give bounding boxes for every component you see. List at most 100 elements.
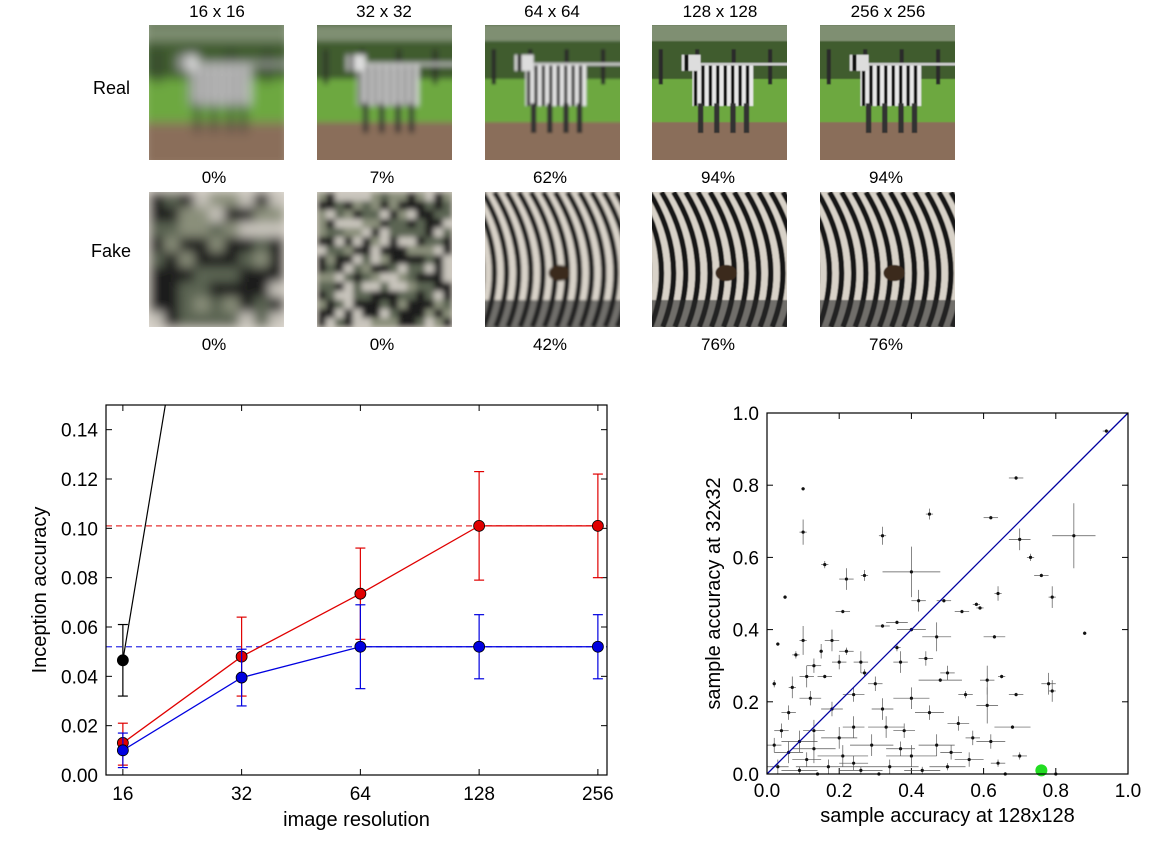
scatter-point: [817, 674, 832, 679]
scatter-point: [983, 515, 999, 520]
scatter-point: [1048, 680, 1056, 702]
scatter-point: [947, 716, 970, 731]
scatter-point: [774, 723, 789, 738]
scatter-point: [819, 644, 823, 659]
scatter-point: [918, 734, 955, 756]
y-tick-label: 0.2: [733, 693, 759, 714]
scatter-point: [882, 546, 941, 598]
x-axis-label: sample accuracy at 128x128: [820, 805, 1075, 827]
scatter-point: [783, 595, 787, 599]
scatter-point: [1041, 672, 1056, 695]
y-tick-label: 0.8: [733, 476, 759, 497]
scatter-point: [781, 766, 818, 774]
scatter-point: [839, 568, 854, 590]
resolution-label: 64 x 64: [524, 2, 580, 21]
scatter-point: [940, 665, 955, 681]
plot-frame: [766, 412, 1129, 775]
data-point-red: [354, 587, 367, 600]
y-tick-label: 0.4: [733, 621, 760, 642]
scatter-point: [965, 730, 980, 746]
x-tick-label: 0.2: [826, 781, 852, 802]
image-grid: 16 x 16 32 x 32 64 x 64 128 x 128 256 x …: [0, 0, 1172, 360]
resolution-label: 128 x 128: [682, 2, 758, 21]
scatter-point: [868, 676, 883, 691]
data-point-black: [116, 654, 129, 667]
scatter-point: [994, 725, 1031, 729]
scatter-point: [983, 635, 1006, 639]
scatter-point: [990, 759, 1006, 767]
scatter-point: [799, 690, 822, 706]
scatter-point: [839, 647, 854, 655]
percentage-label: 62%: [532, 168, 568, 187]
generated-zebra-sample: [149, 192, 284, 327]
percentage-label: 0%: [369, 335, 395, 354]
generated-zebra-sample: [317, 192, 452, 327]
scatter-point: [1048, 586, 1056, 608]
scatter-point: [835, 609, 851, 614]
y-tick-label: 0.06: [61, 618, 98, 639]
scatter-point: [839, 766, 883, 774]
percentage-label: 0%: [201, 168, 227, 187]
real-zebra-photo: [820, 25, 955, 160]
plot-frame: [105, 404, 608, 776]
row-label-real: Real: [93, 78, 131, 98]
scatter-point: [893, 723, 916, 738]
scatter-point: [878, 526, 887, 545]
scatter-point: [839, 755, 869, 771]
scatter-point: [781, 705, 796, 720]
scatter-point: [976, 606, 984, 610]
row-label-fake: Fake: [91, 241, 132, 261]
scatter-point: [915, 705, 944, 720]
scatter-point: [788, 676, 796, 699]
scatter-point: [850, 734, 894, 756]
scatter-point: [792, 734, 836, 764]
resolution-label: 16 x 16: [189, 2, 245, 21]
scatter-point: [936, 598, 952, 603]
scatter-point: [922, 622, 952, 652]
scatter-point: [886, 745, 937, 767]
percentage-label: 7%: [369, 168, 395, 187]
scatter-point: [821, 727, 858, 749]
data-point-red: [473, 519, 486, 532]
scatter-point: [799, 519, 807, 545]
x-tick-label: 128: [463, 784, 495, 805]
y-tick-label: 0.0: [733, 765, 759, 786]
scatter-point: [954, 752, 984, 767]
x-tick-label: 256: [582, 784, 614, 805]
scatter-point: [776, 642, 780, 646]
real-zebra-photo: [652, 25, 787, 160]
scatter-point: [1008, 692, 1024, 697]
scatter-point: [767, 737, 782, 753]
inception-accuracy-chart: 0.00 0.02 0.04 0.06 0.08 0.10 0.12 0.14 16 32 64 12…: [29, 404, 614, 831]
real-zebra-photo: [485, 25, 620, 160]
y-tick-label: 0.08: [61, 569, 98, 590]
percentage-label: 0%: [201, 335, 227, 354]
x-tick-label: 0.4: [898, 781, 925, 802]
black-trend-line: [122, 405, 166, 661]
generated-zebra-sample: [652, 192, 787, 327]
scatter-point: [1008, 476, 1024, 480]
percentage-label: 42%: [532, 335, 568, 354]
scatter-point: [940, 745, 962, 760]
y-tick-label: 0.14: [61, 421, 98, 442]
x-tick-label: 64: [350, 784, 372, 805]
scatter-point: [929, 763, 966, 771]
scatter-point: [795, 759, 861, 774]
y-tick-label: 0.6: [733, 548, 759, 569]
scatter-point: [918, 651, 934, 666]
y-tick-label: 0.02: [61, 717, 98, 738]
scatter-point: [860, 570, 869, 581]
scatter-point: [806, 658, 822, 673]
scatter-point: [976, 687, 999, 724]
scatter-point: [911, 589, 926, 612]
scatter-point: [1082, 631, 1087, 636]
x-tick-label: 0.0: [754, 781, 780, 802]
scatter-point: [893, 687, 930, 710]
data-point-blue: [354, 640, 367, 653]
scatter-point: [799, 625, 807, 655]
y-axis-label: sample accuracy at 32x32: [703, 477, 725, 709]
x-tick-label: 0.8: [1043, 781, 1069, 802]
scatter-point: [1034, 573, 1049, 578]
x-tick-label: 16: [112, 784, 133, 805]
percentage-label: 76%: [700, 335, 736, 354]
